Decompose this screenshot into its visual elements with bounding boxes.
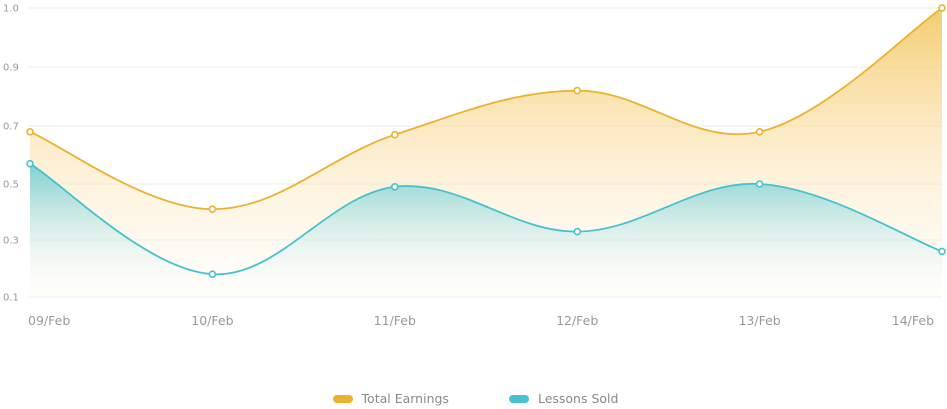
x-tick-label: 14/Feb: [892, 313, 934, 328]
point-lessons-sold-0: [26, 159, 34, 168]
point-total-earnings-4: [755, 128, 764, 136]
line-lessons-sold: [29, 162, 943, 276]
point-lessons-sold-1: [208, 270, 217, 279]
legend-label-lessons-sold: Lessons Sold: [537, 391, 619, 406]
point-lessons-sold-5: [938, 247, 946, 256]
x-axis-ticks: 09/Feb 10/Feb 11/Feb 12/Feb 13/Feb 14/Feb: [28, 313, 934, 328]
area-layer: [30, 8, 942, 297]
y-axis-ticks: 0.1 0.3 0.5 0.7 0.9 1.0: [3, 4, 19, 304]
line-layer: [29, 7, 943, 276]
legend-item-lessons-sold[interactable]: Lessons Sold: [508, 391, 619, 406]
legend: Total Earnings Lessons Sold: [2, 391, 947, 406]
point-total-earnings-1: [208, 205, 217, 213]
y-tick-label: 0.5: [3, 180, 19, 191]
legend-swatch-lessons-sold: [508, 394, 529, 403]
point-total-earnings-0: [26, 128, 34, 136]
point-lessons-sold-2: [390, 183, 399, 191]
x-tick-label: 11/Feb: [374, 313, 416, 328]
y-tick-label: 1.0: [3, 4, 19, 15]
point-total-earnings-2: [390, 130, 399, 139]
legend-item-total-earnings[interactable]: Total Earnings: [332, 391, 449, 406]
y-tick-label: 0.9: [3, 63, 19, 74]
y-tick-label: 0.1: [3, 293, 19, 304]
x-tick-label: 09/Feb: [28, 313, 70, 328]
x-tick-label: 10/Feb: [191, 313, 233, 328]
point-layer: [26, 4, 946, 279]
legend-label-total-earnings: Total Earnings: [361, 391, 449, 406]
point-lessons-sold-4: [755, 180, 764, 188]
point-lessons-sold-3: [573, 227, 582, 236]
x-tick-label: 13/Feb: [738, 313, 780, 328]
y-tick-label: 0.3: [3, 236, 19, 247]
x-tick-label: 12/Feb: [556, 313, 598, 328]
line-total-earnings: [29, 7, 943, 211]
area-lessons-sold: [30, 163, 942, 297]
y-tick-label: 0.7: [3, 122, 19, 133]
legend-swatch-total-earnings: [332, 394, 353, 403]
point-total-earnings-5: [938, 4, 946, 12]
point-total-earnings-3: [573, 86, 582, 95]
